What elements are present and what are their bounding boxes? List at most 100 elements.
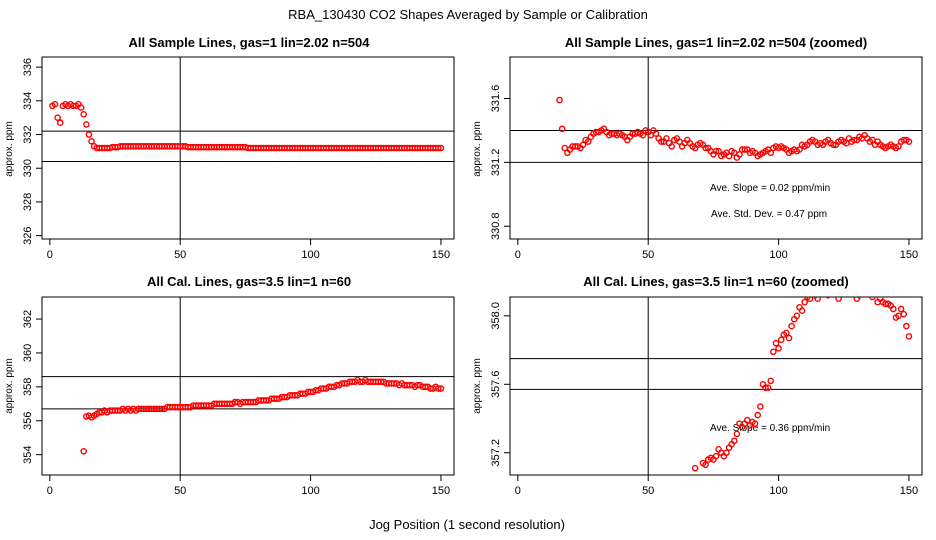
x-axis-label: Jog Position (1 second resolution)	[369, 517, 565, 532]
data-point	[639, 131, 647, 139]
x-tick-label: 150	[900, 485, 918, 497]
data-point	[652, 130, 660, 137]
data-point	[657, 138, 665, 145]
x-tick-label: 100	[301, 249, 319, 261]
data-point	[777, 336, 785, 344]
data-point	[762, 384, 769, 392]
data-point	[435, 385, 442, 392]
y-tick-label: 358	[22, 378, 34, 396]
data-point	[783, 329, 790, 337]
data-point	[556, 96, 563, 104]
figure-title: RBA_130430 CO2 Shapes Averaged by Sample…	[288, 7, 648, 22]
annotation-std-dev: Ave. Std. Dev. = 0.47 ppm	[711, 209, 827, 220]
x-tick-label: 50	[642, 485, 654, 497]
data-point	[712, 147, 720, 155]
data-point	[435, 144, 442, 152]
x-tick-label: 0	[47, 485, 53, 497]
data-point	[764, 384, 772, 392]
data-point	[691, 464, 699, 472]
y-tick-label: 330	[22, 159, 34, 177]
plot-frame	[41, 296, 455, 476]
data-point	[56, 119, 64, 127]
data-point	[850, 136, 858, 144]
x-tick-label: 100	[769, 249, 787, 261]
data-point	[715, 147, 722, 155]
y-tick-label: 354	[22, 445, 34, 463]
data-point	[767, 377, 775, 385]
data-point	[814, 297, 821, 303]
data-point	[853, 297, 861, 303]
data-point	[830, 141, 837, 149]
data-point	[88, 137, 95, 145]
data-point	[903, 322, 910, 330]
y-tick-label: 334	[22, 92, 34, 110]
data-point	[825, 297, 831, 299]
data-point	[806, 297, 814, 303]
annotation-slope: Ave. Slope = 0.36 ppm/min	[710, 423, 830, 434]
y-tick-label: 362	[22, 310, 34, 328]
data-point	[702, 461, 709, 469]
data-point	[788, 322, 795, 330]
x-tick-label: 50	[174, 485, 186, 497]
y-tick-label: 328	[22, 193, 34, 211]
data-point	[772, 339, 780, 347]
x-tick-label: 100	[301, 485, 319, 497]
x-tick-label: 0	[515, 485, 521, 497]
x-tick-label: 50	[642, 249, 654, 261]
data-point	[793, 312, 801, 320]
x-tick-label: 150	[432, 249, 450, 261]
series-points	[49, 100, 445, 152]
y-tick-label: 332	[22, 125, 34, 143]
data-point	[733, 430, 741, 438]
panel-title: All Sample Lines, gas=1 lin=2.02 n=504 (…	[565, 35, 867, 50]
y-axis-label: approx. ppm	[4, 358, 15, 414]
data-point	[558, 125, 566, 133]
data-point	[900, 310, 908, 318]
data-point	[905, 138, 913, 145]
y-tick-label: 336	[22, 58, 34, 76]
data-point	[83, 121, 90, 128]
data-point	[54, 114, 61, 121]
data-point	[796, 146, 803, 153]
data-point	[437, 144, 445, 152]
y-tick-label: 357.2	[490, 439, 502, 467]
data-point	[770, 348, 777, 356]
data-point	[712, 452, 720, 460]
data-point	[80, 447, 88, 455]
data-point	[85, 131, 93, 138]
data-point	[869, 297, 876, 301]
data-point	[723, 449, 730, 457]
plot-area: 0 50 100 150 326 328 330 332 334 336	[22, 56, 455, 261]
plot-area: 0 50 100 150 354 356 358 360 362	[22, 296, 455, 497]
panel-cal: All Cal. Lines, gas=3.5 lin=1 n=60 appro…	[4, 274, 455, 497]
data-point	[584, 138, 592, 145]
data-point	[736, 151, 743, 158]
data-point	[741, 146, 748, 153]
data-point	[801, 298, 808, 306]
data-point	[725, 152, 733, 160]
plot-area: 0 50 100 150 357.2 357.6 358.0	[490, 296, 923, 497]
data-point	[702, 144, 709, 152]
data-point	[767, 149, 775, 157]
series-points	[691, 297, 913, 472]
panel-title: All Cal. Lines, gas=3.5 lin=1 n=60 (zoom…	[583, 274, 849, 289]
annotation-slope: Ave. Slope = 0.02 ppm/min	[710, 183, 830, 194]
x-tick-label: 100	[769, 485, 787, 497]
x-tick-label: 50	[174, 249, 186, 261]
data-point	[437, 385, 445, 392]
plot-frame	[41, 56, 455, 240]
x-tick-label: 150	[432, 485, 450, 497]
data-point	[51, 100, 59, 108]
data-point	[897, 305, 905, 313]
data-point	[895, 143, 902, 150]
data-point	[663, 135, 670, 142]
y-axis-label: approx. ppm	[472, 358, 483, 414]
panel-cal-zoomed: All Cal. Lines, gas=3.5 lin=1 n=60 (zoom…	[472, 274, 923, 497]
y-tick-label: 326	[22, 226, 34, 244]
panel-sample: All Sample Lines, gas=1 lin=2.02 n=504 a…	[4, 35, 455, 261]
series-points	[80, 376, 445, 455]
y-axis-label: approx. ppm	[4, 121, 15, 177]
plot-area: 0 50 100 150 330.8 331.2 331.6	[490, 56, 923, 261]
y-tick-label: 360	[22, 344, 34, 362]
